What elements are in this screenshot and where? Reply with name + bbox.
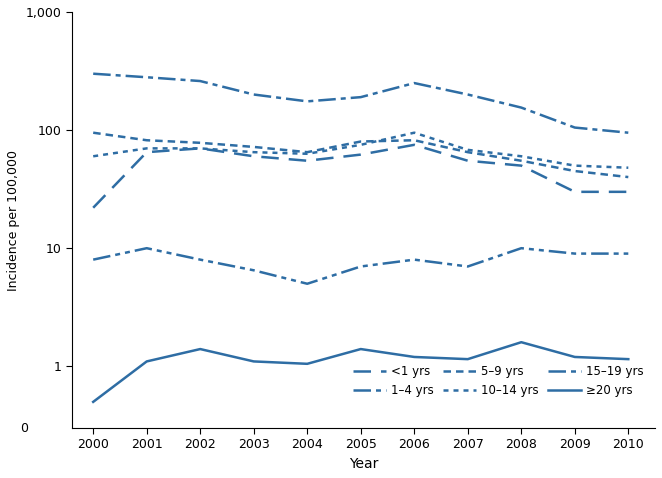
<1 yrs [464, 158, 472, 163]
5–9 yrs [89, 130, 97, 136]
10–14 yrs [464, 147, 472, 153]
10–14 yrs [250, 149, 258, 155]
<1 yrs [89, 205, 97, 211]
5–9 yrs [250, 144, 258, 150]
5–9 yrs [464, 149, 472, 155]
Y-axis label: Incidence per 100,000: Incidence per 100,000 [7, 150, 20, 291]
1–4 yrs [517, 105, 525, 110]
Line: 10–14 yrs: 10–14 yrs [93, 133, 628, 168]
5–9 yrs [196, 140, 204, 146]
10–14 yrs [624, 165, 632, 171]
<1 yrs [143, 149, 151, 155]
1–4 yrs [624, 130, 632, 136]
<1 yrs [624, 189, 632, 195]
1–4 yrs [89, 71, 97, 76]
≥20 yrs [357, 346, 365, 352]
1–4 yrs [571, 125, 579, 130]
15–19 yrs [89, 257, 97, 262]
<1 yrs [410, 142, 418, 148]
15–19 yrs [357, 264, 365, 270]
≥20 yrs [250, 358, 258, 364]
≥20 yrs [624, 356, 632, 362]
≥20 yrs [571, 354, 579, 360]
15–19 yrs [303, 281, 311, 287]
15–19 yrs [464, 264, 472, 270]
10–14 yrs [571, 163, 579, 169]
5–9 yrs [357, 139, 365, 144]
<1 yrs [303, 158, 311, 163]
10–14 yrs [303, 151, 311, 157]
5–9 yrs [624, 174, 632, 180]
1–4 yrs [250, 92, 258, 98]
X-axis label: Year: Year [349, 457, 378, 471]
15–19 yrs [250, 267, 258, 273]
10–14 yrs [357, 142, 365, 148]
Line: 15–19 yrs: 15–19 yrs [93, 248, 628, 284]
<1 yrs [250, 153, 258, 159]
1–4 yrs [357, 94, 365, 100]
15–19 yrs [196, 257, 204, 262]
Text: 0: 0 [20, 422, 28, 435]
10–14 yrs [143, 145, 151, 151]
1–4 yrs [464, 92, 472, 98]
<1 yrs [571, 189, 579, 195]
≥20 yrs [143, 358, 151, 364]
5–9 yrs [571, 168, 579, 174]
15–19 yrs [143, 245, 151, 251]
1–4 yrs [143, 75, 151, 80]
Line: ≥20 yrs: ≥20 yrs [93, 342, 628, 402]
≥20 yrs [303, 361, 311, 367]
15–19 yrs [517, 245, 525, 251]
10–14 yrs [89, 153, 97, 159]
5–9 yrs [143, 137, 151, 143]
5–9 yrs [517, 158, 525, 163]
≥20 yrs [464, 356, 472, 362]
≥20 yrs [196, 346, 204, 352]
≥20 yrs [517, 339, 525, 345]
Line: 5–9 yrs: 5–9 yrs [93, 133, 628, 177]
5–9 yrs [303, 149, 311, 155]
≥20 yrs [410, 354, 418, 360]
15–19 yrs [410, 257, 418, 262]
10–14 yrs [410, 130, 418, 136]
1–4 yrs [303, 98, 311, 104]
15–19 yrs [571, 251, 579, 257]
15–19 yrs [624, 251, 632, 257]
<1 yrs [517, 163, 525, 169]
<1 yrs [196, 145, 204, 151]
10–14 yrs [517, 153, 525, 159]
1–4 yrs [196, 78, 204, 84]
<1 yrs [357, 152, 365, 157]
Line: 1–4 yrs: 1–4 yrs [93, 74, 628, 133]
Line: <1 yrs: <1 yrs [93, 145, 628, 208]
1–4 yrs [410, 80, 418, 86]
Legend: <1 yrs, 1–4 yrs, 5–9 yrs, 10–14 yrs, 15–19 yrs, ≥20 yrs: <1 yrs, 1–4 yrs, 5–9 yrs, 10–14 yrs, 15–… [353, 365, 643, 397]
10–14 yrs [196, 145, 204, 151]
5–9 yrs [410, 137, 418, 143]
≥20 yrs [89, 399, 97, 405]
